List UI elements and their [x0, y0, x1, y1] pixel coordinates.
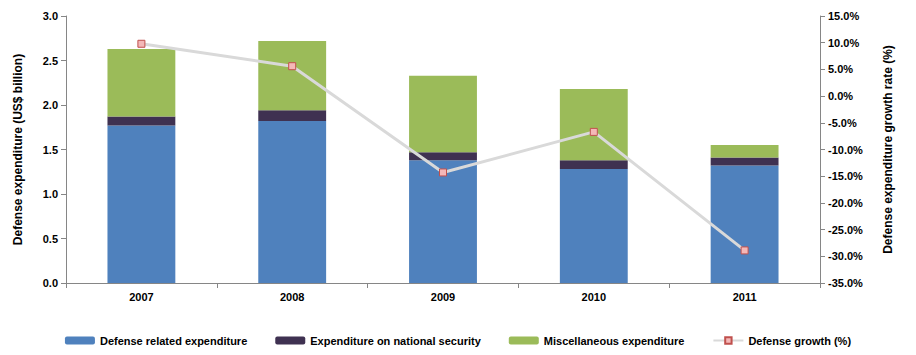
svg-text:1.0: 1.0	[43, 188, 58, 200]
svg-text:2008: 2008	[280, 291, 304, 303]
svg-text:Expenditure on national securi: Expenditure on national security	[310, 335, 481, 347]
svg-text:-20.0%: -20.0%	[828, 197, 863, 209]
svg-text:2.5: 2.5	[43, 55, 58, 67]
svg-text:2011: 2011	[733, 291, 757, 303]
svg-text:Defense expenditure (US$ billi: Defense expenditure (US$ billion)	[11, 54, 25, 245]
svg-text:-15.0%: -15.0%	[828, 170, 863, 182]
svg-text:1.5: 1.5	[43, 144, 58, 156]
svg-text:-10.0%: -10.0%	[828, 144, 863, 156]
svg-text:Defense growth (%): Defense growth (%)	[748, 335, 851, 347]
svg-text:15.0%: 15.0%	[828, 10, 859, 22]
svg-text:10.0%: 10.0%	[828, 37, 859, 49]
svg-text:Defense related expenditure: Defense related expenditure	[100, 335, 247, 347]
svg-text:3.0: 3.0	[43, 10, 58, 22]
svg-text:-30.0%: -30.0%	[828, 250, 863, 262]
svg-text:0.5: 0.5	[43, 233, 58, 245]
svg-text:0.0%: 0.0%	[828, 90, 853, 102]
svg-text:-35.0%: -35.0%	[828, 277, 863, 289]
svg-text:2010: 2010	[582, 291, 606, 303]
svg-text:-5.0%: -5.0%	[828, 117, 857, 129]
svg-text:5.0%: 5.0%	[828, 63, 853, 75]
svg-text:0.0: 0.0	[43, 277, 58, 289]
svg-text:2.0: 2.0	[43, 99, 58, 111]
svg-text:2009: 2009	[431, 291, 455, 303]
svg-text:Miscellaneous expenditure: Miscellaneous expenditure	[544, 335, 685, 347]
svg-text:Defense expenditure growth rat: Defense expenditure growth rate (%)	[881, 45, 895, 254]
svg-text:2007: 2007	[129, 291, 153, 303]
svg-text:-25.0%: -25.0%	[828, 224, 863, 236]
